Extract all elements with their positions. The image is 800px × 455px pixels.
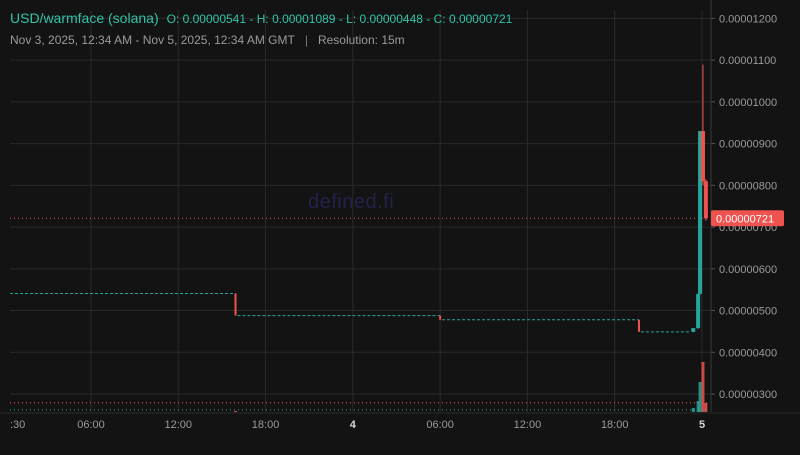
x-tick-label: 06:00 [77, 419, 105, 431]
x-tick-label: 18:00 [601, 419, 629, 431]
step-candle [637, 319, 640, 332]
y-tick-label: 0.00000500 [719, 306, 777, 318]
candle-body [700, 131, 705, 182]
price-axis[interactable]: 0.00000300 0.00000400 0.00000500 0.00000600… [710, 0, 777, 412]
low-value: 0.00000448 [359, 12, 423, 26]
reference-lines [10, 217, 710, 411]
chart-legend: USD/warmface (solana) O: 0.00000541 - H:… [10, 10, 512, 28]
y-tick-label: 0.00001200 [719, 13, 777, 25]
volume-bar [701, 362, 705, 412]
last-price-tag-label: 0.00000721 [716, 213, 774, 225]
x-tick-label: 06:00 [426, 419, 454, 431]
step-candle [439, 315, 442, 320]
volume-bar [234, 411, 238, 412]
y-tick-label: 0.00000600 [719, 264, 777, 276]
ohlc-dash: - [249, 12, 254, 26]
step-candle [234, 293, 237, 316]
pair-title: USD/warmface (solana) [10, 10, 159, 26]
volume-bars [234, 362, 708, 412]
high-value: 0.00001089 [272, 12, 336, 26]
y-tick-label: 0.00000400 [719, 347, 777, 359]
volume-bar [698, 382, 702, 412]
candle-body [696, 293, 701, 329]
high-label: H: [256, 12, 269, 26]
x-tick-label: 12:00 [514, 419, 542, 431]
candle-body [698, 131, 703, 294]
time-axis[interactable]: :30 06:00 12:00 18:00 4 06:00 12:00 18:00 5 [0, 412, 800, 431]
volume-bar [691, 408, 695, 412]
x-tick-label: :30 [10, 419, 25, 431]
y-tick-label: 0.00001000 [719, 97, 777, 109]
x-tick-label: 18:00 [252, 419, 280, 431]
last-price-tag: 0.00000721 [711, 210, 784, 227]
subtitle-separator: | [304, 33, 308, 47]
y-tick-label: 0.00000900 [719, 139, 777, 151]
date-range: Nov 3, 2025, 12:34 AM - Nov 5, 2025, 12:… [10, 33, 295, 47]
y-tick-label: 0.00001100 [719, 55, 776, 67]
x-tick-label: 5 [699, 419, 705, 431]
low-label: L: [346, 12, 357, 26]
chart-subtitle: Nov 3, 2025, 12:34 AM - Nov 5, 2025, 12:… [10, 33, 405, 49]
candle-body [703, 181, 708, 219]
volume-bar [696, 401, 700, 412]
resolution-label: Resolution: 15m [317, 33, 405, 47]
open-value: 0.00000541 [182, 12, 247, 26]
ohlc-dash: - [426, 12, 431, 26]
y-tick-label: 0.00000300 [719, 389, 777, 401]
close-value: 0.00000721 [448, 12, 513, 26]
candle-body [691, 328, 696, 332]
watermark: defined.fi [308, 191, 395, 213]
x-tick-label: 4 [350, 419, 357, 431]
close-label: C: [433, 12, 446, 26]
y-tick-label: 0.00000800 [719, 180, 777, 192]
last-price-tag-bg [711, 210, 784, 227]
ohlc-dash: - [338, 12, 343, 26]
volume-bar [704, 403, 708, 412]
ohlc-readout: O: 0.00000541 - H: 0.00001089 - L: 0.000… [167, 12, 513, 26]
x-tick-label: 12:00 [165, 419, 193, 431]
open-label: O: [166, 12, 180, 26]
price-series [10, 64, 708, 333]
